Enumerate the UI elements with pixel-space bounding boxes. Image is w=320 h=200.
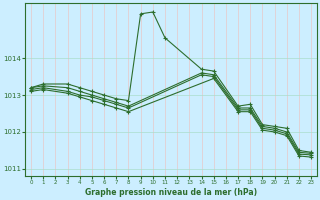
X-axis label: Graphe pression niveau de la mer (hPa): Graphe pression niveau de la mer (hPa) xyxy=(85,188,257,197)
